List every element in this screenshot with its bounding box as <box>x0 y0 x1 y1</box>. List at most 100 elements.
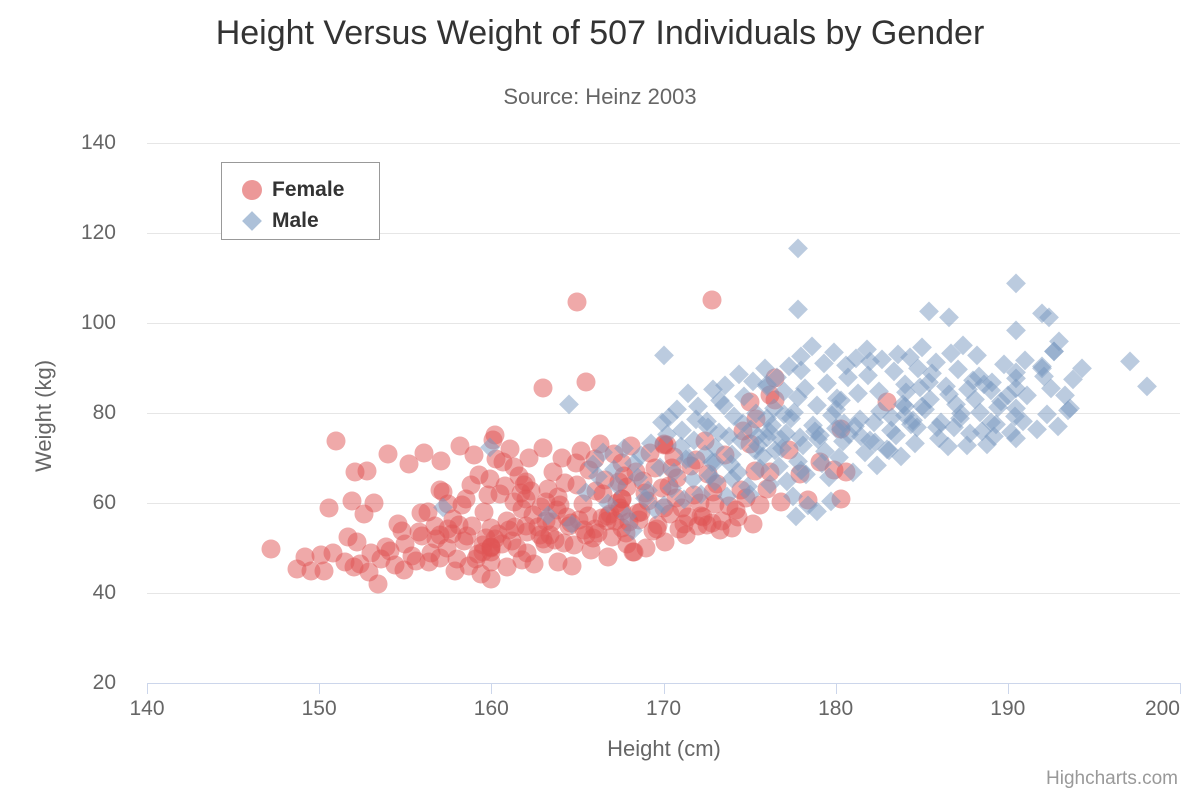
data-point-female[interactable] <box>564 535 584 555</box>
data-point-female[interactable] <box>636 538 656 558</box>
x-tick-mark <box>147 684 148 694</box>
data-point-male[interactable] <box>1120 351 1140 371</box>
data-point-male[interactable] <box>1006 273 1026 293</box>
chart-title: Height Versus Weight of 507 Individuals … <box>215 14 985 52</box>
data-point-female[interactable] <box>380 541 400 561</box>
data-point-female[interactable] <box>314 561 334 580</box>
data-point-female[interactable] <box>538 479 558 499</box>
data-point-male[interactable] <box>788 238 808 258</box>
data-point-female[interactable] <box>347 532 367 552</box>
data-point-female[interactable] <box>295 547 315 567</box>
data-point-female[interactable] <box>497 557 517 577</box>
data-point-female[interactable] <box>702 290 722 310</box>
x-axis-line <box>147 683 1181 684</box>
data-point-female[interactable] <box>319 498 339 518</box>
data-point-female[interactable] <box>450 436 470 456</box>
data-point-female[interactable] <box>530 525 550 544</box>
data-point-female[interactable] <box>335 552 355 572</box>
data-point-male[interactable] <box>559 394 579 414</box>
data-point-female[interactable] <box>545 530 565 550</box>
data-point-female[interactable] <box>555 473 575 493</box>
data-point-female[interactable] <box>476 528 496 548</box>
data-point-female[interactable] <box>431 451 451 471</box>
x-tick-mark <box>1007 684 1009 694</box>
data-point-male[interactable] <box>848 383 868 403</box>
data-point-female[interactable] <box>414 443 434 463</box>
data-point-male[interactable] <box>919 301 939 321</box>
data-point-female[interactable] <box>399 454 419 474</box>
data-point-female[interactable] <box>581 540 601 560</box>
y-tick-label: 120 <box>80 221 116 244</box>
data-point-male[interactable] <box>905 433 925 453</box>
data-point-female[interactable] <box>425 516 445 535</box>
data-point-male[interactable] <box>967 345 987 365</box>
male-diamond-marker-icon <box>242 211 262 231</box>
data-point-female[interactable] <box>598 547 618 567</box>
data-point-female[interactable] <box>394 560 414 580</box>
data-point-male[interactable] <box>867 455 887 475</box>
data-point-female[interactable] <box>480 469 500 489</box>
x-tick-mark <box>663 684 665 694</box>
data-point-female[interactable] <box>597 511 617 531</box>
data-point-male[interactable] <box>948 359 968 379</box>
y-gridline <box>147 233 1180 234</box>
data-point-female[interactable] <box>567 292 587 312</box>
data-point-female[interactable] <box>359 562 379 582</box>
data-point-female[interactable] <box>655 532 675 552</box>
x-tick-label: 200 <box>1144 697 1180 720</box>
data-point-female[interactable] <box>524 554 544 574</box>
data-point-female[interactable] <box>411 503 431 523</box>
data-point-female[interactable] <box>378 444 398 464</box>
data-point-male[interactable] <box>1137 376 1157 396</box>
data-point-female[interactable] <box>342 491 362 511</box>
data-point-female[interactable] <box>688 516 708 536</box>
legend-item-female[interactable]: Female <box>222 174 379 206</box>
data-point-female[interactable] <box>261 539 281 559</box>
x-tick-mark <box>491 684 493 694</box>
data-point-female[interactable] <box>552 448 572 468</box>
y-gridline <box>147 323 1180 324</box>
y-tick-label: 40 <box>92 581 116 604</box>
data-point-female[interactable] <box>750 495 770 515</box>
data-point-female[interactable] <box>728 507 748 526</box>
data-point-female[interactable] <box>562 556 582 576</box>
data-point-female[interactable] <box>345 462 365 482</box>
data-point-female[interactable] <box>419 552 439 572</box>
data-point-female[interactable] <box>571 441 591 461</box>
x-axis-title: Height (cm) <box>607 736 721 761</box>
data-point-female[interactable] <box>454 531 474 551</box>
data-point-male[interactable] <box>817 373 837 393</box>
legend-item-male[interactable]: Male <box>222 205 379 237</box>
data-point-female[interactable] <box>433 482 453 502</box>
data-point-female[interactable] <box>354 504 374 524</box>
data-point-male[interactable] <box>858 365 878 385</box>
data-point-female[interactable] <box>743 514 763 534</box>
data-point-female[interactable] <box>326 431 346 451</box>
highcharts-credit[interactable]: Highcharts.com <box>1046 768 1178 789</box>
data-point-female[interactable] <box>514 475 534 495</box>
data-point-male[interactable] <box>807 395 827 415</box>
y-axis-title: Weight (kg) <box>31 359 56 473</box>
data-point-female[interactable] <box>533 378 553 398</box>
data-point-female[interactable] <box>519 448 539 468</box>
data-point-female[interactable] <box>710 520 730 540</box>
data-point-female[interactable] <box>456 489 475 509</box>
data-point-female[interactable] <box>388 514 408 534</box>
data-point-female[interactable] <box>474 502 494 522</box>
data-point-female[interactable] <box>464 445 484 465</box>
data-point-female[interactable] <box>500 439 520 459</box>
data-point-male[interactable] <box>788 299 808 319</box>
data-point-female[interactable] <box>471 564 491 584</box>
data-point-female[interactable] <box>617 534 637 554</box>
data-point-female[interactable] <box>478 485 498 505</box>
data-point-female[interactable] <box>492 534 512 553</box>
female-circle-marker-icon <box>242 180 262 200</box>
data-point-female[interactable] <box>495 476 515 496</box>
data-point-female[interactable] <box>576 372 596 391</box>
data-point-female[interactable] <box>443 509 463 529</box>
data-point-female[interactable] <box>505 517 525 537</box>
data-point-female[interactable] <box>533 438 553 458</box>
data-point-male[interactable] <box>653 345 674 365</box>
x-tick-label: 160 <box>473 697 509 720</box>
